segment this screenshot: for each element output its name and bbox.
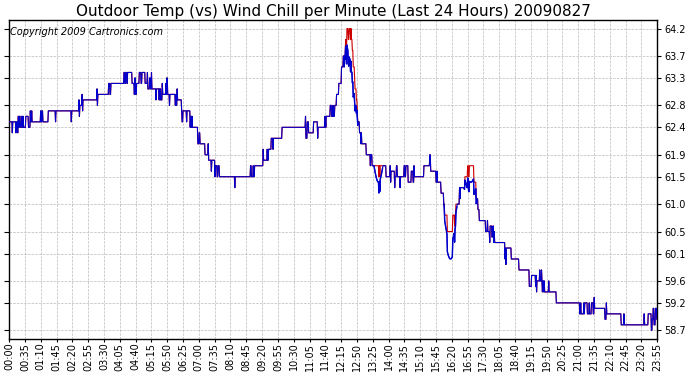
Text: Copyright 2009 Cartronics.com: Copyright 2009 Cartronics.com	[10, 27, 164, 37]
Title: Outdoor Temp (vs) Wind Chill per Minute (Last 24 Hours) 20090827: Outdoor Temp (vs) Wind Chill per Minute …	[76, 4, 591, 19]
